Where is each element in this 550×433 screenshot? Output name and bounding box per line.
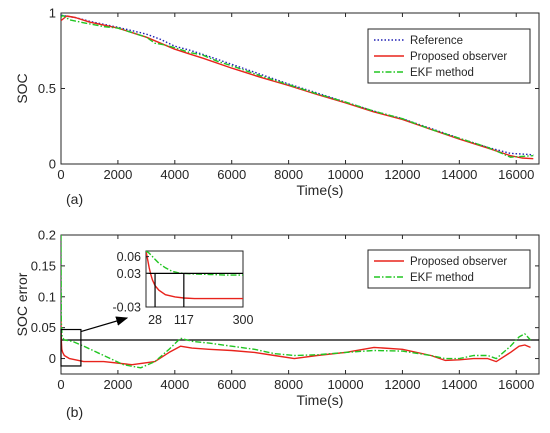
series-line-2 [61, 14, 534, 158]
series-line-1 [61, 235, 532, 369]
x-tick-label: 12000 [384, 167, 420, 182]
x-tick-label: 0 [57, 167, 64, 182]
y-tick-label: 0.5 [38, 81, 56, 96]
y-tick-label: 0.05 [31, 320, 56, 335]
x-tick-label: 8000 [274, 167, 303, 182]
y-tick-label: 0 [49, 351, 56, 366]
legend-box [367, 249, 531, 289]
x-axis-label: Time(s) [297, 392, 344, 408]
series-group [61, 14, 534, 160]
x-tick-label: 16000 [498, 167, 534, 182]
inset-series-line-0 [146, 251, 243, 300]
x-tick-label: 10000 [327, 167, 363, 182]
y-tick-label: 1 [49, 6, 56, 21]
panel-label: (a) [66, 191, 83, 207]
legend-label: EKF method [410, 272, 474, 284]
inset-series-line-1 [146, 251, 243, 276]
x-tick-label: 10000 [327, 377, 363, 392]
x-axis-label: Time(s) [297, 182, 344, 198]
x-tick-label: 0 [57, 377, 64, 392]
panel-b: 0 2000 4000 6000 8000 10000 12000 14000 16000 0 0.… [14, 228, 540, 420]
series-line-1 [61, 15, 534, 160]
panel-label: (b) [66, 404, 83, 420]
inset-x-tick-label: 28 [148, 313, 162, 327]
zoom-box [60, 328, 82, 367]
y-tick-label: 0 [49, 157, 56, 172]
series-line-0 [61, 321, 531, 366]
x-tick-label: 14000 [441, 377, 477, 392]
y-tick-label: 0.2 [38, 228, 56, 243]
legend-label: Reference [410, 35, 463, 47]
y-tick-label: 0.15 [31, 258, 56, 273]
inset-plot-area [145, 250, 244, 308]
panel-a: 0 2000 4000 6000 8000 10000 12000 14000 16000 0 0.… [14, 6, 540, 207]
inset-x-tick-label: 117 [174, 313, 194, 327]
x-tick-label: 4000 [160, 167, 189, 182]
x-tick-label: 6000 [217, 167, 246, 182]
y-tick-label: 0.1 [38, 289, 56, 304]
x-tick-label: 16000 [498, 377, 534, 392]
zoom-arrow [80, 316, 129, 333]
x-tick-label: 2000 [103, 167, 132, 182]
x-tick-label: 6000 [217, 377, 246, 392]
y-axis-label: SOC [14, 73, 30, 103]
y-axis-label: SOC error [14, 272, 30, 336]
x-tick-label: 8000 [274, 377, 303, 392]
x-tick-label: 14000 [441, 167, 477, 182]
x-tick-label: 4000 [160, 377, 189, 392]
inset-y-tick-label: -0.03 [113, 301, 142, 315]
legend: Reference Proposed observer EKF method [367, 28, 531, 84]
series-group [61, 235, 532, 369]
inset-y-tick-label: 0.03 [117, 267, 141, 281]
legend-label: EKF method [410, 67, 474, 79]
x-tick-label: 12000 [384, 377, 420, 392]
legend-label: Proposed observer [410, 256, 507, 268]
inset-chart: 28 117 300 0.06 0.03 -0.03 [113, 250, 254, 327]
legend-label: Proposed observer [410, 51, 507, 63]
x-tick-label: 2000 [103, 377, 132, 392]
inset-series-group [146, 251, 243, 300]
inset-x-tick-label: 300 [233, 313, 254, 327]
inset-y-tick-label: 0.06 [117, 250, 141, 264]
legend: Proposed observer EKF method [367, 249, 531, 289]
